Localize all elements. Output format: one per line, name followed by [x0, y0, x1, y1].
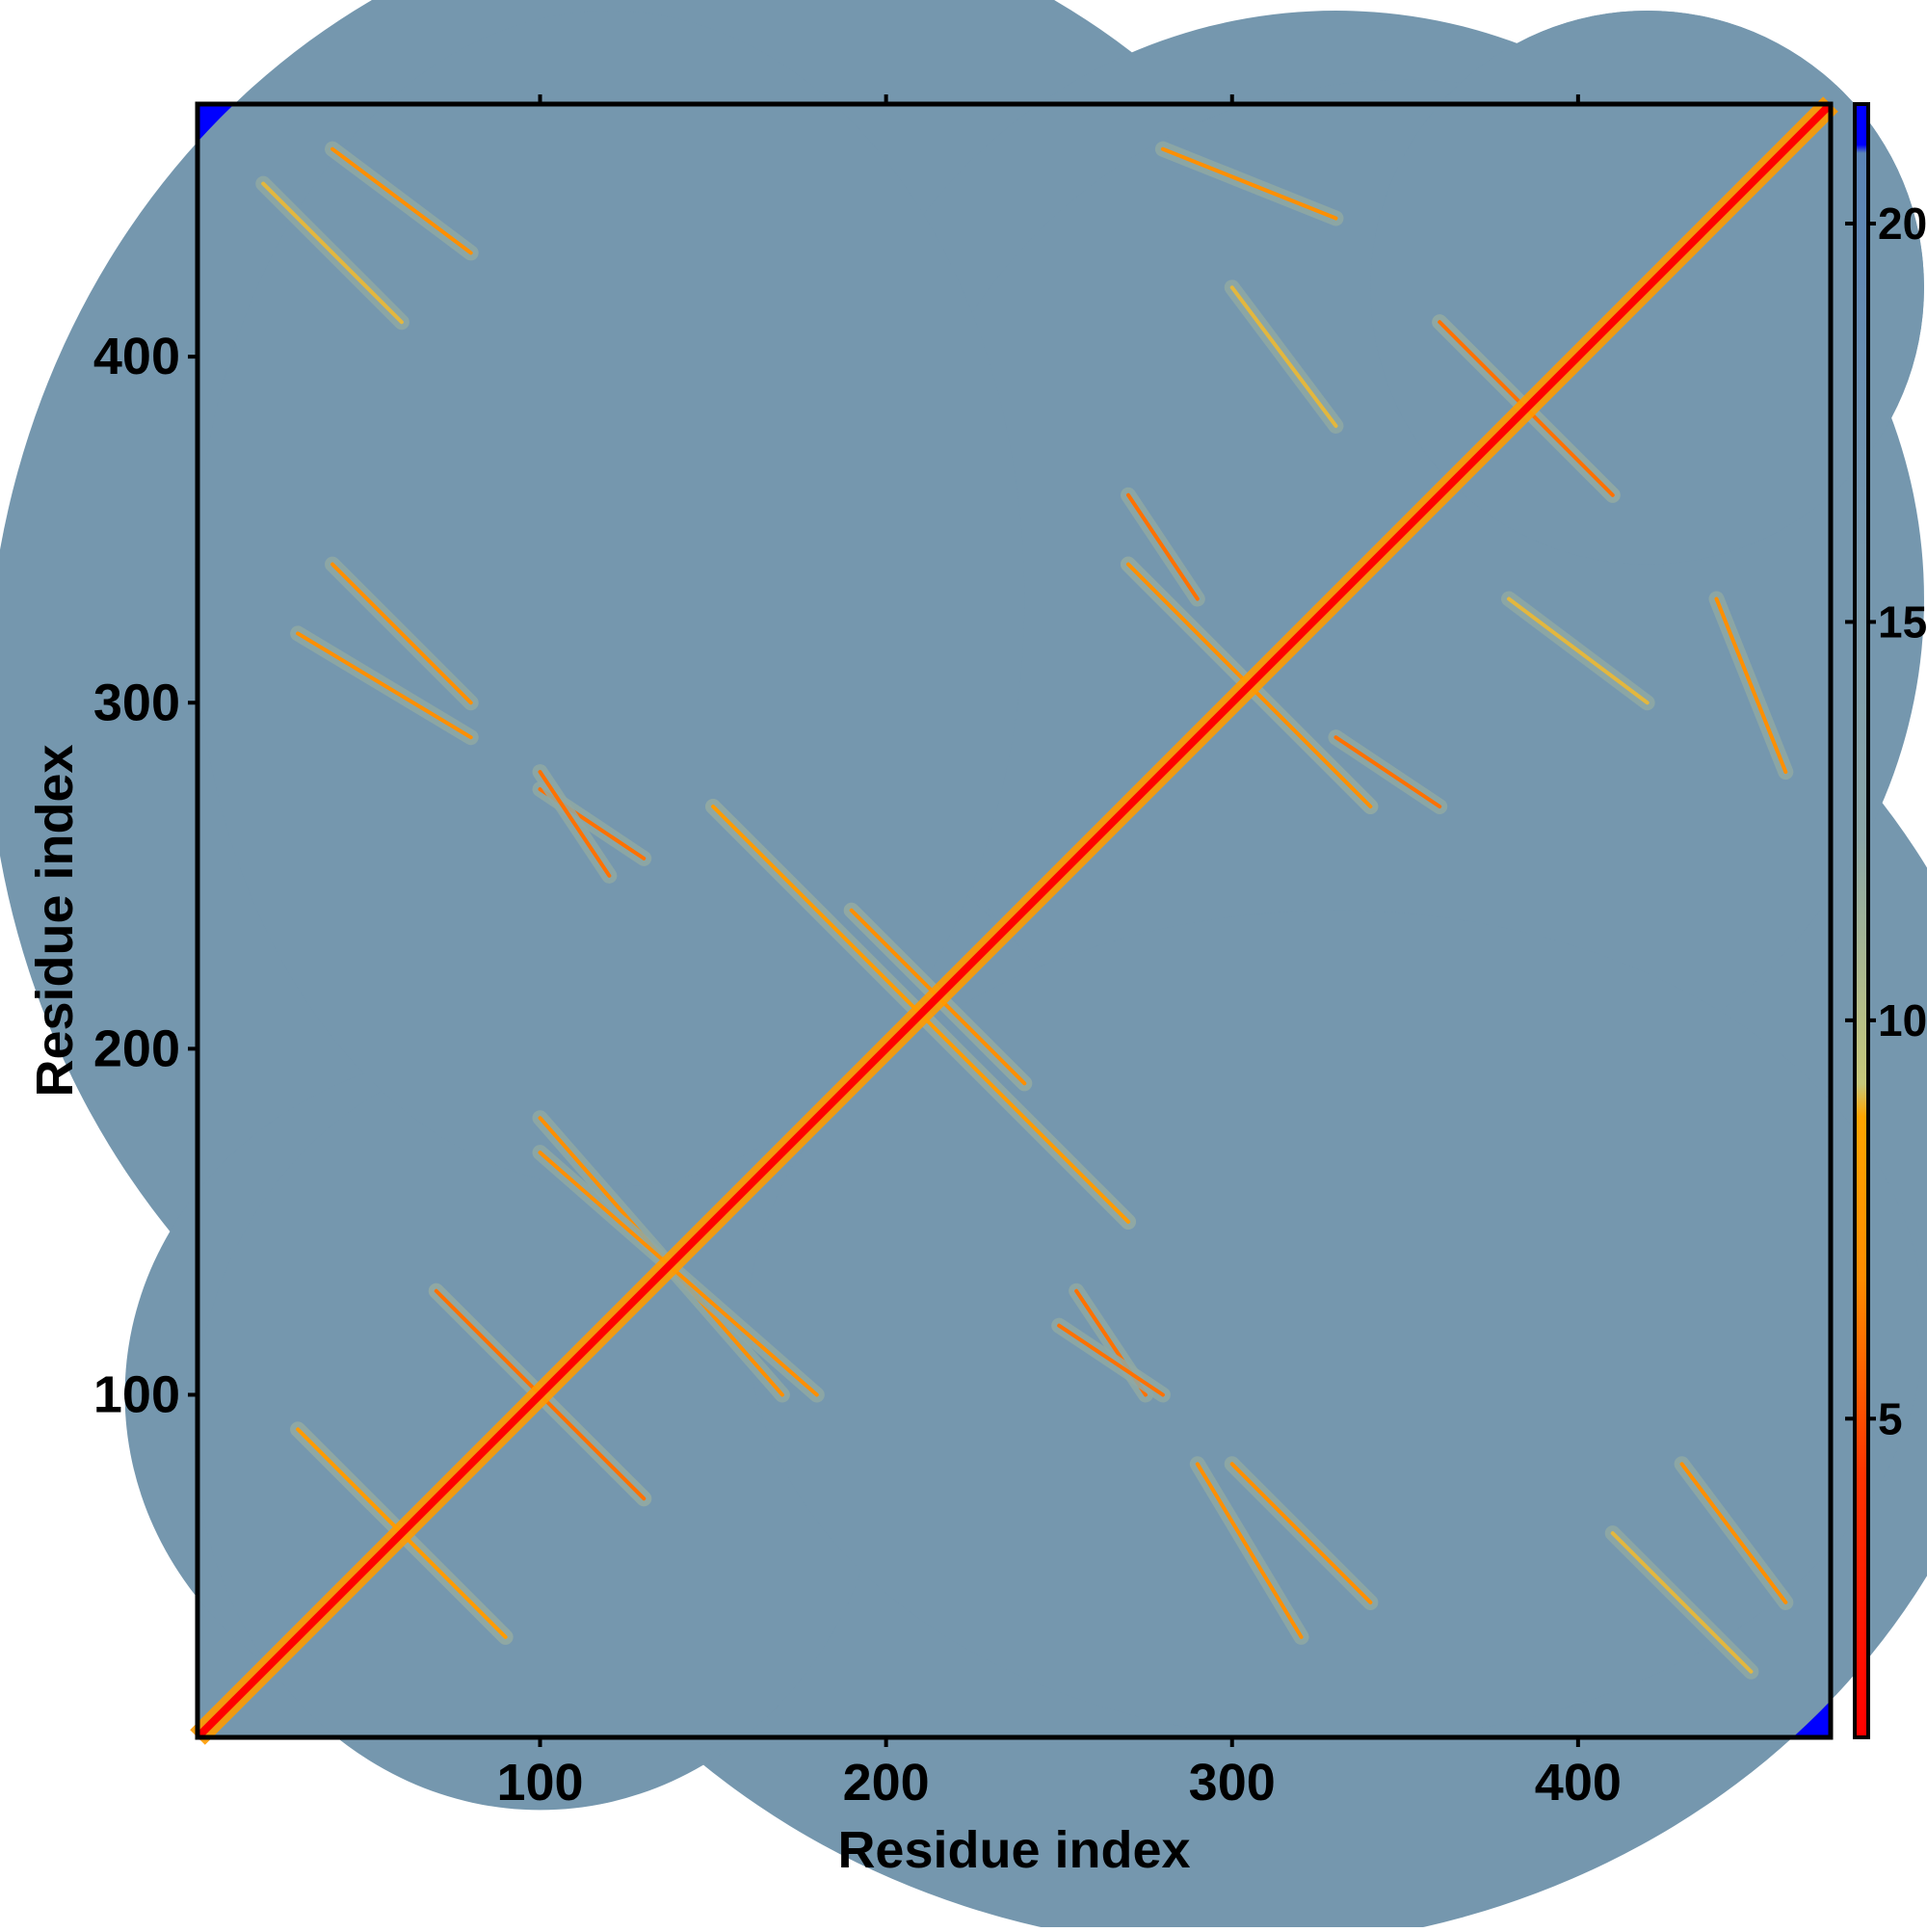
contact-feature [1229, 285, 1338, 428]
contact-feature [1195, 1462, 1304, 1639]
colorbar-tick-label: 10 [1878, 995, 1927, 1045]
contact-feature [1610, 1531, 1754, 1674]
colorbar-tick-label: 5 [1878, 1393, 1903, 1443]
contact-feature [1160, 146, 1338, 221]
y-tick-label: 100 [93, 1365, 180, 1423]
x-tick-label: 100 [496, 1754, 583, 1812]
contact-feature [1126, 492, 1200, 601]
contact-feature [538, 1151, 819, 1397]
y-tick-label: 400 [93, 328, 180, 385]
contact-feature [1507, 596, 1650, 705]
x-tick-label: 400 [1535, 1754, 1622, 1812]
y-tick-label: 200 [93, 1019, 180, 1077]
contact-feature [330, 146, 473, 255]
contact-feature [538, 770, 612, 878]
contact-feature [1229, 1462, 1373, 1604]
heatmap-region [194, 11, 1025, 1188]
diagonal-line [195, 101, 1834, 1740]
y-axis-label: Residue index [26, 744, 84, 1097]
contact-feature [1057, 1323, 1165, 1397]
contact-feature [296, 631, 473, 740]
contact-feature [261, 181, 404, 325]
plot-frame [195, 101, 1834, 1740]
contact-feature [1679, 1462, 1788, 1604]
colorbar: 5 10 15 20 [1845, 102, 1927, 1739]
x-tick-label: 200 [843, 1754, 930, 1812]
colorbar-tick-label: 20 [1878, 198, 1927, 249]
heatmap-region [747, 910, 1924, 1741]
contact-feature [1714, 596, 1788, 775]
y-tick-label: 300 [93, 674, 180, 731]
contact-feature [1333, 735, 1442, 808]
x-tick-label: 300 [1189, 1754, 1276, 1812]
heatmap-region [194, 1048, 886, 1811]
contact-feature [330, 562, 473, 705]
axes: 100 200 300 400 100 200 300 400 [93, 94, 1622, 1812]
x-axis-label: Residue index [837, 1821, 1190, 1879]
colorbar-gradient [1853, 102, 1870, 1739]
colorbar-tick-label: 15 [1878, 596, 1927, 647]
